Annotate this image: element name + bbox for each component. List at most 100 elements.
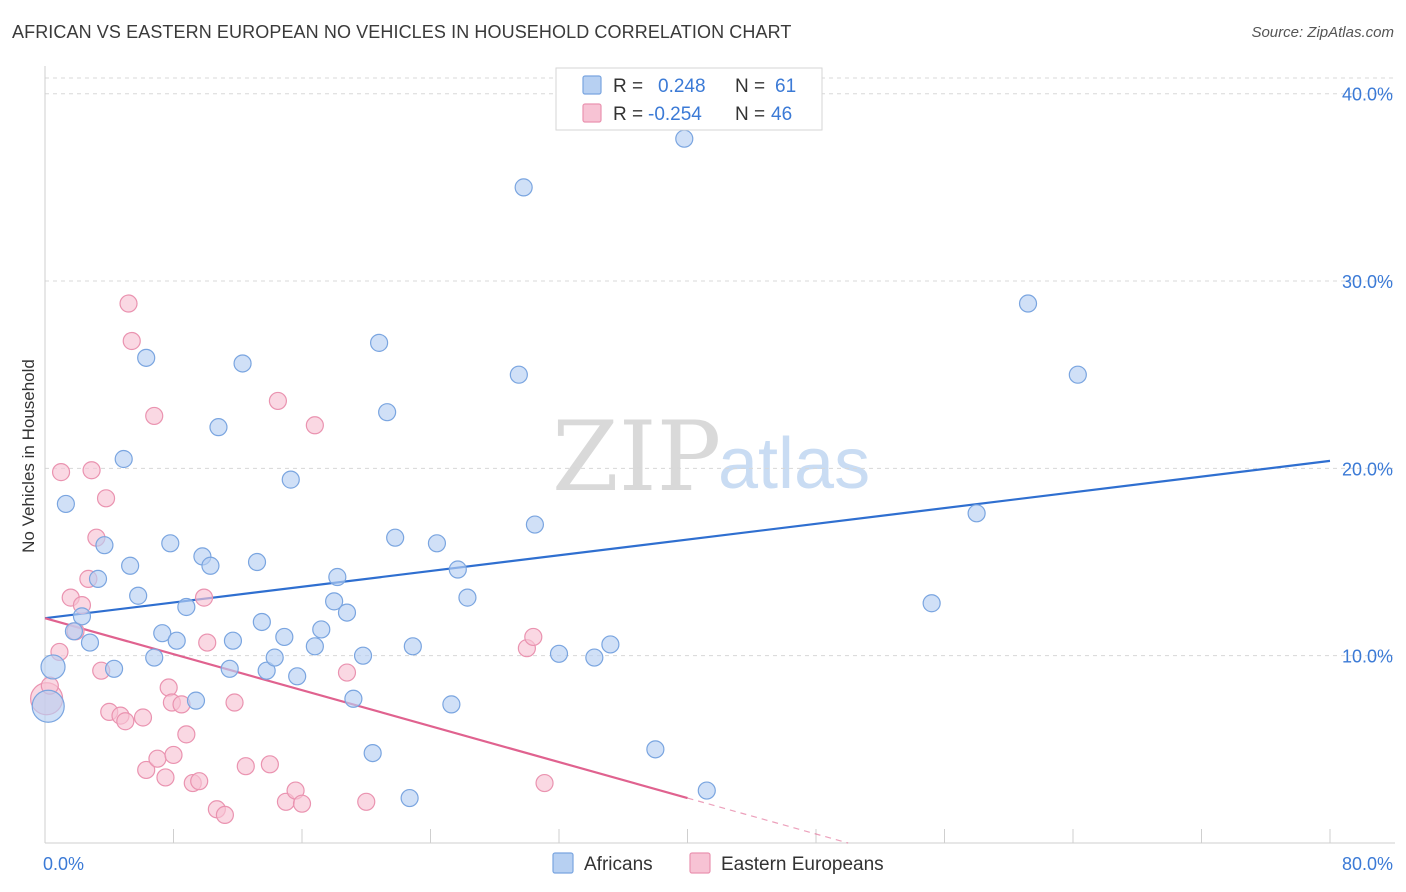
point-africans-60 (1018, 294, 1038, 313)
bottom-legend-swatch-africans (552, 852, 574, 874)
legend-r-label-eastern: R = (613, 104, 643, 125)
trend-line-africans (44, 459, 1331, 620)
point-eastern-europeans-33 (225, 693, 244, 712)
point-eastern-europeans-39 (292, 794, 312, 813)
point-africans-12 (137, 348, 156, 367)
legend-r-value-eastern: -0.254 (648, 104, 702, 125)
point-africans-59 (967, 504, 986, 523)
point-africans-37 (344, 689, 363, 708)
legend-swatch-eastern-europeans (582, 103, 602, 123)
point-africans-44 (403, 637, 422, 656)
point-africans-25 (247, 552, 267, 572)
data-points (30, 129, 1087, 825)
point-africans-47 (448, 560, 467, 579)
point-eastern-europeans-32 (215, 805, 234, 825)
point-africans-51 (525, 515, 545, 534)
point-africans-9 (114, 449, 133, 469)
point-africans-10 (121, 556, 140, 575)
point-eastern-europeans-21 (156, 768, 175, 787)
point-africans-24 (233, 354, 252, 373)
point-africans-0 (31, 689, 65, 723)
point-africans-34 (325, 592, 344, 611)
point-africans-16 (167, 631, 186, 650)
point-eastern-europeans-42 (357, 792, 376, 811)
point-eastern-europeans-15 (119, 294, 138, 313)
bottom-legend-label-eastern-europeans: Eastern Europeans (721, 854, 884, 875)
point-africans-36 (337, 603, 357, 622)
point-africans-50 (514, 178, 533, 197)
point-africans-11 (129, 586, 148, 605)
point-eastern-europeans-30 (198, 633, 217, 652)
point-africans-45 (427, 534, 447, 553)
point-eastern-europeans-40 (305, 416, 324, 435)
point-africans-3 (72, 607, 92, 626)
source-label: Source: ZipAtlas.com (1251, 24, 1394, 41)
point-africans-41 (378, 403, 397, 422)
point-africans-33 (312, 620, 331, 639)
point-africans-5 (80, 633, 100, 652)
point-africans-57 (697, 781, 716, 800)
point-africans-48 (458, 588, 477, 607)
point-africans-26 (252, 612, 271, 632)
point-africans-2 (56, 494, 75, 514)
watermark-zip: ZIP (552, 401, 721, 513)
point-africans-61 (1068, 365, 1087, 384)
y-axis-label: No Vehicles in Household (19, 359, 38, 553)
point-eastern-europeans-44 (524, 627, 543, 647)
point-africans-43 (400, 788, 419, 808)
point-eastern-europeans-36 (268, 391, 288, 411)
point-africans-58 (922, 594, 941, 613)
point-africans-31 (288, 667, 307, 686)
point-africans-6 (88, 569, 108, 588)
trend-lines (44, 459, 1331, 844)
stats-legend: R = 0.248 N = 61 R = -0.254 N = 46 (555, 67, 823, 131)
point-africans-4 (64, 622, 84, 641)
point-africans-18 (186, 691, 206, 710)
point-africans-42 (386, 528, 405, 547)
series-legend: Africans Eastern Europeans (552, 852, 884, 875)
watermark-atlas: atlas (718, 424, 870, 504)
x-tick-label-min: 0.0% (43, 854, 84, 874)
point-africans-46 (442, 695, 461, 714)
trend-line-eastern-europeans (44, 617, 688, 800)
point-africans-54 (601, 635, 620, 654)
point-eastern-europeans-28 (190, 772, 209, 791)
point-africans-49 (509, 365, 528, 384)
point-eastern-europeans-22 (159, 678, 178, 697)
bottom-legend-swatch-eastern-europeans (689, 852, 711, 874)
y-tick-label-30: 30.0% (1342, 272, 1393, 292)
trend-line-eastern-europeans-extension (687, 797, 849, 844)
point-africans-38 (353, 646, 373, 665)
point-eastern-europeans-20 (148, 749, 167, 768)
point-eastern-europeans-29 (194, 588, 214, 607)
point-africans-27 (257, 661, 276, 680)
legend-n-label-africans: N = (735, 76, 765, 97)
point-eastern-europeans-41 (337, 663, 357, 682)
point-eastern-europeans-8 (82, 461, 101, 480)
y-tick-label-40: 40.0% (1342, 85, 1393, 105)
point-africans-30 (281, 470, 300, 489)
point-eastern-europeans-14 (116, 712, 135, 731)
legend-n-label-eastern: N = (735, 104, 765, 125)
point-africans-35 (328, 567, 347, 587)
point-africans-14 (153, 624, 172, 643)
point-africans-28 (265, 648, 284, 667)
point-eastern-europeans-26 (177, 725, 196, 744)
legend-n-value-eastern: 46 (771, 104, 792, 125)
axes: 10.0% 20.0% 30.0% 40.0% (44, 66, 1395, 844)
point-eastern-europeans-45 (535, 773, 554, 793)
x-tick-label-max: 80.0% (1342, 854, 1393, 874)
point-africans-13 (145, 648, 164, 667)
y-tick-label-10: 10.0% (1342, 647, 1393, 667)
point-eastern-europeans-16 (122, 331, 141, 351)
point-eastern-europeans-17 (133, 708, 153, 727)
legend-n-value-africans: 61 (775, 76, 796, 97)
point-africans-39 (363, 743, 382, 763)
point-africans-7 (95, 536, 114, 555)
point-africans-17 (177, 597, 196, 617)
bottom-legend-label-africans: Africans (584, 854, 653, 875)
point-africans-8 (104, 659, 124, 678)
point-africans-55 (646, 740, 665, 759)
y-tick-label-20: 20.0% (1342, 459, 1393, 479)
